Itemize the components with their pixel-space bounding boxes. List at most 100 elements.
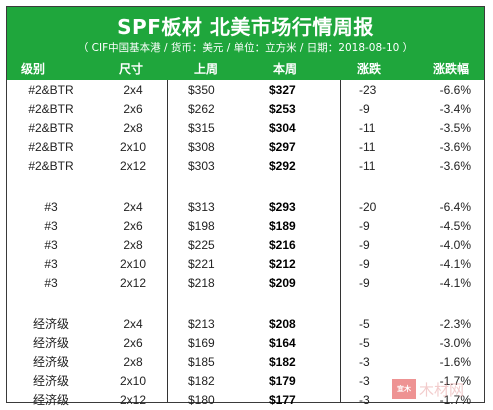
row-size: 2x12 bbox=[119, 393, 147, 407]
column-header-last-week: 上周 bbox=[194, 62, 219, 76]
row-last-week: $313 bbox=[188, 200, 215, 214]
row-grade: #3 bbox=[44, 276, 58, 290]
watermark-logo: 宜木 bbox=[392, 379, 416, 399]
row-change: -5 bbox=[359, 317, 370, 331]
row-change-pct: -4.1% bbox=[439, 276, 471, 290]
row-size: 2x4 bbox=[123, 317, 143, 331]
row-size: 2x12 bbox=[119, 159, 147, 173]
row-change-pct: -3.6% bbox=[439, 159, 471, 173]
row-grade: #3 bbox=[44, 219, 58, 233]
row-last-week: $262 bbox=[188, 102, 215, 116]
row-size: 2x8 bbox=[123, 121, 143, 135]
row-size: 2x10 bbox=[119, 257, 147, 271]
row-this-week: $293 bbox=[269, 200, 296, 214]
row-this-week: $208 bbox=[269, 317, 296, 331]
row-change: -23 bbox=[359, 83, 377, 97]
row-change-pct: -3.5% bbox=[439, 121, 471, 135]
column-divider-left bbox=[167, 80, 168, 402]
row-last-week: $221 bbox=[188, 257, 215, 271]
column-header-this-week: 本周 bbox=[273, 62, 298, 76]
row-this-week: $182 bbox=[269, 355, 296, 369]
row-change: -9 bbox=[359, 102, 370, 116]
row-change-pct: -6.4% bbox=[439, 200, 471, 214]
row-grade: #2&BTR bbox=[28, 159, 74, 173]
row-size: 2x4 bbox=[123, 200, 143, 214]
row-this-week: $304 bbox=[269, 121, 296, 135]
row-this-week: $216 bbox=[269, 238, 296, 252]
row-last-week: $308 bbox=[188, 140, 215, 154]
table-subtitle: （ CIF中国基本港 / 货币：美元 / 单位：立方米 / 日期：2018-08… bbox=[77, 42, 414, 54]
row-size: 2x6 bbox=[123, 336, 143, 350]
column-header-change-pct: 涨跌幅 bbox=[433, 62, 470, 76]
row-grade: 经济级 bbox=[32, 355, 69, 369]
column-header-size: 尺寸 bbox=[119, 62, 144, 76]
row-grade: #2&BTR bbox=[28, 83, 74, 97]
row-size: 2x12 bbox=[119, 276, 147, 290]
row-grade: #3 bbox=[44, 238, 58, 252]
row-grade: 经济级 bbox=[32, 336, 69, 350]
price-table: SPF板材 北美市场行情周报 （ CIF中国基本港 / 货币：美元 / 单位：立… bbox=[6, 6, 485, 407]
row-last-week: $198 bbox=[188, 219, 215, 233]
row-change-pct: -6.6% bbox=[439, 83, 471, 97]
column-header-grade: 级别 bbox=[21, 62, 46, 76]
row-grade: 经济级 bbox=[32, 374, 69, 388]
row-last-week: $350 bbox=[188, 83, 215, 97]
column-divider-right bbox=[340, 80, 341, 402]
row-this-week: $164 bbox=[269, 336, 296, 350]
row-grade: #2&BTR bbox=[28, 102, 74, 116]
row-this-week: $212 bbox=[269, 257, 296, 271]
row-size: 2x8 bbox=[123, 355, 143, 369]
row-size: 2x10 bbox=[119, 374, 147, 388]
row-grade: 经济级 bbox=[32, 393, 69, 407]
row-this-week: $292 bbox=[269, 159, 296, 173]
column-header-change: 涨跌 bbox=[357, 62, 382, 76]
row-last-week: $182 bbox=[188, 374, 215, 388]
table-title: SPF板材 北美市场行情周报 bbox=[117, 15, 374, 39]
row-change: -9 bbox=[359, 276, 370, 290]
row-last-week: $303 bbox=[188, 159, 215, 173]
row-change: -9 bbox=[359, 257, 370, 271]
row-this-week: $297 bbox=[269, 140, 296, 154]
row-this-week: $327 bbox=[269, 83, 296, 97]
row-last-week: $185 bbox=[188, 355, 215, 369]
table-header: SPF板材 北美市场行情周报 （ CIF中国基本港 / 货币：美元 / 单位：立… bbox=[7, 7, 484, 80]
row-size: 2x6 bbox=[123, 219, 143, 233]
row-this-week: $189 bbox=[269, 219, 296, 233]
row-change: -3 bbox=[359, 374, 370, 388]
row-change: -9 bbox=[359, 219, 370, 233]
row-grade: #2&BTR bbox=[28, 140, 74, 154]
watermark-text: 木材网 bbox=[419, 380, 465, 399]
row-last-week: $180 bbox=[188, 393, 215, 407]
row-change: -3 bbox=[359, 393, 370, 407]
row-change-pct: -3.4% bbox=[439, 102, 471, 116]
row-this-week: $209 bbox=[269, 276, 296, 290]
row-this-week: $179 bbox=[269, 374, 296, 388]
row-size: 2x6 bbox=[123, 102, 143, 116]
row-change-pct: -3.6% bbox=[439, 140, 471, 154]
row-change: -11 bbox=[359, 140, 376, 154]
row-last-week: $225 bbox=[188, 238, 215, 252]
row-grade: #2&BTR bbox=[28, 121, 74, 135]
row-this-week: $253 bbox=[269, 102, 296, 116]
watermark: 宜木 木材网 bbox=[392, 377, 464, 401]
row-change-pct: -2.3% bbox=[439, 317, 471, 331]
row-change: -20 bbox=[359, 200, 377, 214]
row-grade: #3 bbox=[44, 257, 58, 271]
row-change-pct: -1.7% bbox=[439, 393, 471, 407]
row-change: -11 bbox=[359, 159, 376, 173]
row-change: -11 bbox=[359, 121, 376, 135]
row-change: -3 bbox=[359, 355, 370, 369]
row-last-week: $315 bbox=[188, 121, 215, 135]
row-last-week: $169 bbox=[188, 336, 215, 350]
row-size: 2x4 bbox=[123, 83, 143, 97]
row-change: -9 bbox=[359, 238, 370, 252]
row-change: -5 bbox=[359, 336, 370, 350]
table-body: #2&BTR 2x4 $350 $327 -23 -6.6% #2&BTR 2x6 $262 $2… bbox=[7, 80, 484, 407]
row-size: 2x10 bbox=[119, 140, 147, 154]
row-size: 2x8 bbox=[123, 238, 143, 252]
row-grade: 经济级 bbox=[32, 317, 69, 331]
row-change-pct: -4.0% bbox=[439, 238, 471, 252]
row-grade: #3 bbox=[44, 200, 58, 214]
row-change-pct: -1.7% bbox=[439, 374, 471, 388]
row-last-week: $218 bbox=[188, 276, 215, 290]
